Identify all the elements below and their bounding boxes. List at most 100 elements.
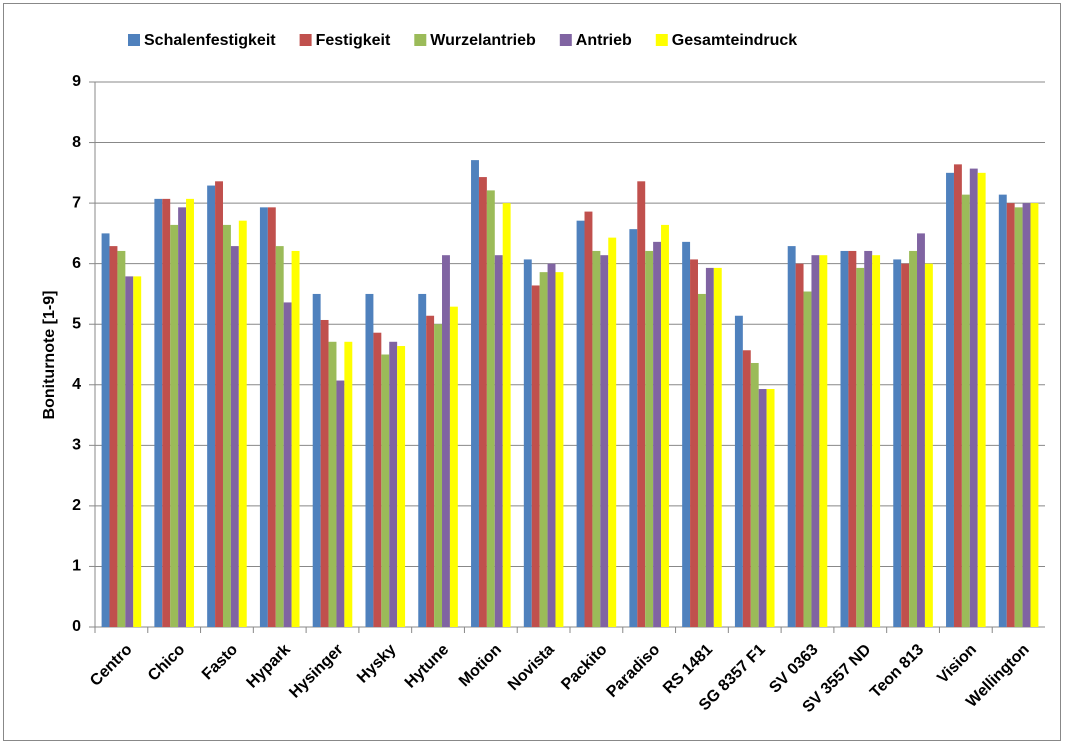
bar <box>576 220 585 627</box>
bar <box>449 306 458 627</box>
bar <box>705 267 714 627</box>
y-tick-label: 8 <box>72 134 81 151</box>
legend-swatch <box>559 34 572 46</box>
bar <box>864 250 873 627</box>
bar <box>486 190 495 627</box>
y-tick-label: 5 <box>72 315 81 332</box>
legend-label: Antrieb <box>576 32 632 49</box>
bar <box>872 255 881 627</box>
bar <box>373 332 382 627</box>
legend-label: Gesamteindruck <box>672 32 797 49</box>
bar <box>381 354 390 627</box>
bar <box>682 241 691 627</box>
bar <box>637 181 646 628</box>
bar <box>186 198 194 627</box>
bar <box>426 315 435 627</box>
bar <box>494 255 503 627</box>
bar <box>434 324 443 627</box>
bar <box>946 172 954 628</box>
bar <box>154 198 163 627</box>
bar <box>734 315 743 627</box>
bar <box>291 250 300 627</box>
bar <box>101 233 110 627</box>
bar <box>766 389 775 627</box>
y-axis-title: Boniturnote [1-9] <box>41 291 58 420</box>
bar <box>418 293 427 627</box>
bar <box>320 319 329 627</box>
bar <box>539 272 548 627</box>
bar <box>592 250 601 627</box>
legend-swatch <box>414 34 427 46</box>
bar <box>629 229 638 627</box>
bar <box>471 160 479 627</box>
bar <box>133 276 142 627</box>
bar <box>502 203 511 627</box>
bar <box>924 263 933 627</box>
bar <box>661 224 669 627</box>
bar <box>713 267 722 627</box>
bar <box>442 255 450 627</box>
bar <box>275 246 284 627</box>
bar <box>600 255 609 627</box>
bar <box>215 181 223 628</box>
bar <box>819 255 828 627</box>
bar <box>328 341 337 627</box>
bar <box>238 220 247 627</box>
bar <box>230 246 239 627</box>
legend-swatch <box>299 34 312 46</box>
bar <box>803 291 812 627</box>
bar <box>222 224 231 627</box>
bar <box>178 207 187 627</box>
legend-label: Schalenfestigkeit <box>144 32 276 49</box>
bar <box>397 346 406 627</box>
bar <box>207 185 216 628</box>
bar <box>608 237 617 627</box>
y-tick-label: 9 <box>72 73 81 90</box>
bar <box>1006 203 1015 627</box>
legend-label: Festigkeit <box>316 32 391 49</box>
bar <box>109 246 118 627</box>
y-tick-label: 0 <box>72 618 81 635</box>
bar <box>117 250 126 627</box>
bar <box>1030 203 1039 627</box>
bar <box>584 211 593 628</box>
bar <box>848 250 857 627</box>
bar <box>811 255 820 627</box>
bar <box>336 380 345 627</box>
bar <box>742 350 751 627</box>
bar <box>1014 207 1023 627</box>
bar <box>697 293 706 627</box>
bar <box>893 259 902 627</box>
bar <box>998 194 1007 627</box>
bar <box>555 272 564 627</box>
bar <box>389 341 398 627</box>
y-tick-label: 2 <box>72 497 81 514</box>
y-tick-label: 1 <box>72 558 81 575</box>
bar <box>917 233 925 627</box>
legend-swatch <box>128 34 140 46</box>
bar <box>162 198 171 627</box>
bar <box>531 285 540 627</box>
y-tick-label: 7 <box>72 194 81 211</box>
bar <box>283 302 292 627</box>
bar <box>787 246 796 627</box>
y-tick-label: 6 <box>72 255 81 272</box>
bar <box>259 207 268 627</box>
bar <box>750 362 759 627</box>
bar <box>312 293 321 627</box>
bar <box>953 164 962 627</box>
bar <box>795 263 804 627</box>
bar <box>547 263 556 627</box>
legend-label: Wurzelantrieb <box>430 32 536 49</box>
bar <box>645 250 654 627</box>
bar <box>478 177 487 628</box>
bar <box>1022 203 1031 627</box>
y-tick-label: 4 <box>72 376 81 393</box>
bar <box>901 263 910 627</box>
y-tick-label: 3 <box>72 437 81 454</box>
bar <box>977 172 986 628</box>
bar <box>267 207 276 627</box>
bar <box>125 276 134 627</box>
bar <box>856 267 865 627</box>
